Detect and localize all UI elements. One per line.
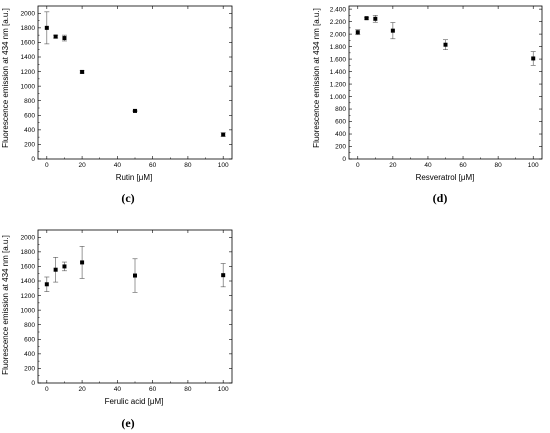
- data-point-c: [221, 132, 226, 137]
- y-tick-label-c: 200: [24, 142, 35, 149]
- y-tick-label-d: 2.000: [330, 31, 347, 38]
- y-tick-label-d: 600: [335, 119, 346, 126]
- y-tick-label-d: 2.400: [330, 6, 347, 13]
- data-point-c: [62, 36, 67, 41]
- x-tick-label-e: 20: [78, 386, 86, 393]
- y-axis-label-e: Fluorescence emission at 434 nm [a.u.]: [1, 235, 10, 375]
- y-tick-label-c: 1600: [21, 40, 36, 47]
- data-point-e: [53, 267, 58, 272]
- y-tick-label-e: 1600: [21, 264, 36, 271]
- x-tick-label-e: 0: [45, 386, 49, 393]
- x-axis-label-d: Resveratrol [μM]: [416, 173, 475, 182]
- y-tick-label-c: 600: [24, 112, 35, 119]
- y-tick-label-e: 0: [31, 380, 35, 387]
- y-tick-label-d: 1.400: [330, 69, 347, 76]
- y-tick-label-e: 2000: [21, 234, 36, 241]
- x-axis-label-e: Ferulic acid [μM]: [105, 397, 164, 406]
- y-axis-label-c: Fluorescence emission at 434 nm [a.u.]: [1, 8, 10, 148]
- x-tick-label-e: 80: [184, 386, 192, 393]
- data-point-e: [133, 273, 137, 278]
- x-tick-label-e: 40: [114, 386, 122, 393]
- y-tick-label-e: 800: [24, 322, 35, 329]
- y-tick-label-d: 1.200: [330, 81, 347, 88]
- y-tick-label-c: 1800: [21, 25, 36, 32]
- plot-frame-e: [37, 229, 233, 384]
- data-point-e: [221, 273, 226, 278]
- y-tick-label-e: 400: [24, 351, 35, 358]
- y-tick-label-c: 1200: [21, 69, 36, 76]
- x-tick-label-d: 80: [495, 162, 503, 169]
- data-point-c: [44, 25, 49, 30]
- y-tick-label-e: 1800: [21, 249, 36, 256]
- y-tick-label-c: 2000: [21, 10, 36, 17]
- data-point-d: [355, 30, 360, 35]
- y-tick-label-e: 200: [24, 366, 35, 373]
- data-point-d: [443, 42, 448, 47]
- x-tick-label-e: 100: [218, 386, 229, 393]
- panel-label-c: (c): [121, 191, 134, 205]
- data-point-c: [133, 108, 137, 113]
- data-point-d: [364, 16, 369, 21]
- plot-c: 0 200 400 600 800 1000 1200 1400 1600 1800 2000 0 20…: [21, 5, 233, 169]
- data-point-d: [531, 56, 536, 61]
- y-tick-label-e: 1000: [21, 307, 36, 314]
- x-tick-label-d: 60: [459, 162, 467, 169]
- y-tick-label-c: 800: [24, 98, 35, 105]
- data-point-c: [80, 69, 85, 74]
- x-tick-label-c: 20: [78, 162, 86, 169]
- x-tick-label-e: 60: [149, 386, 157, 393]
- data-point-d: [390, 28, 395, 33]
- x-axis-label-c: Rutin [μM]: [116, 173, 153, 182]
- x-tick-label-c: 0: [45, 162, 49, 169]
- data-point-d: [373, 16, 378, 21]
- data-point-e: [44, 282, 49, 287]
- y-tick-label-d: 1.600: [330, 56, 347, 63]
- plot-d: 02004006008001.0001.2001.4001.6001.8002.…: [330, 5, 543, 169]
- y-tick-label-c: 400: [24, 127, 35, 134]
- y-tick-label-d: 2.200: [330, 19, 347, 26]
- data-point-e: [80, 260, 85, 265]
- plot-e: 0 200 400 600 800 1000 1200 1400 1600 1800 2000 0 20…: [21, 229, 233, 393]
- x-tick-label-c: 100: [218, 162, 229, 169]
- y-tick-label-d: 1.800: [330, 44, 347, 51]
- y-tick-label-d: 0: [342, 156, 346, 163]
- panel-label-d: (d): [433, 191, 448, 205]
- x-tick-label-d: 40: [424, 162, 432, 169]
- x-tick-label-d: 20: [389, 162, 397, 169]
- y-tick-label-c: 0: [31, 156, 35, 163]
- y-tick-label-c: 1400: [21, 54, 36, 61]
- y-axis-label-d: Fluorescence emission at 434 nm [a.u.]: [312, 8, 321, 148]
- data-point-c: [53, 34, 58, 39]
- x-tick-label-d: 100: [528, 162, 539, 169]
- data-point-e: [62, 264, 67, 269]
- y-tick-label-d: 800: [335, 106, 346, 113]
- y-tick-label-e: 1200: [21, 293, 36, 300]
- y-tick-label-d: 400: [335, 131, 346, 138]
- x-tick-label-d: 0: [356, 162, 360, 169]
- x-tick-label-c: 80: [184, 162, 192, 169]
- y-tick-label-e: 1400: [21, 278, 36, 285]
- x-tick-label-c: 60: [149, 162, 157, 169]
- y-tick-label-d: 200: [335, 144, 346, 151]
- panel-label-e: (e): [121, 416, 134, 430]
- y-tick-label-c: 1000: [21, 83, 36, 90]
- y-tick-label-e: 600: [24, 336, 35, 343]
- x-tick-label-c: 40: [114, 162, 122, 169]
- y-tick-label-d: 1.000: [330, 94, 347, 101]
